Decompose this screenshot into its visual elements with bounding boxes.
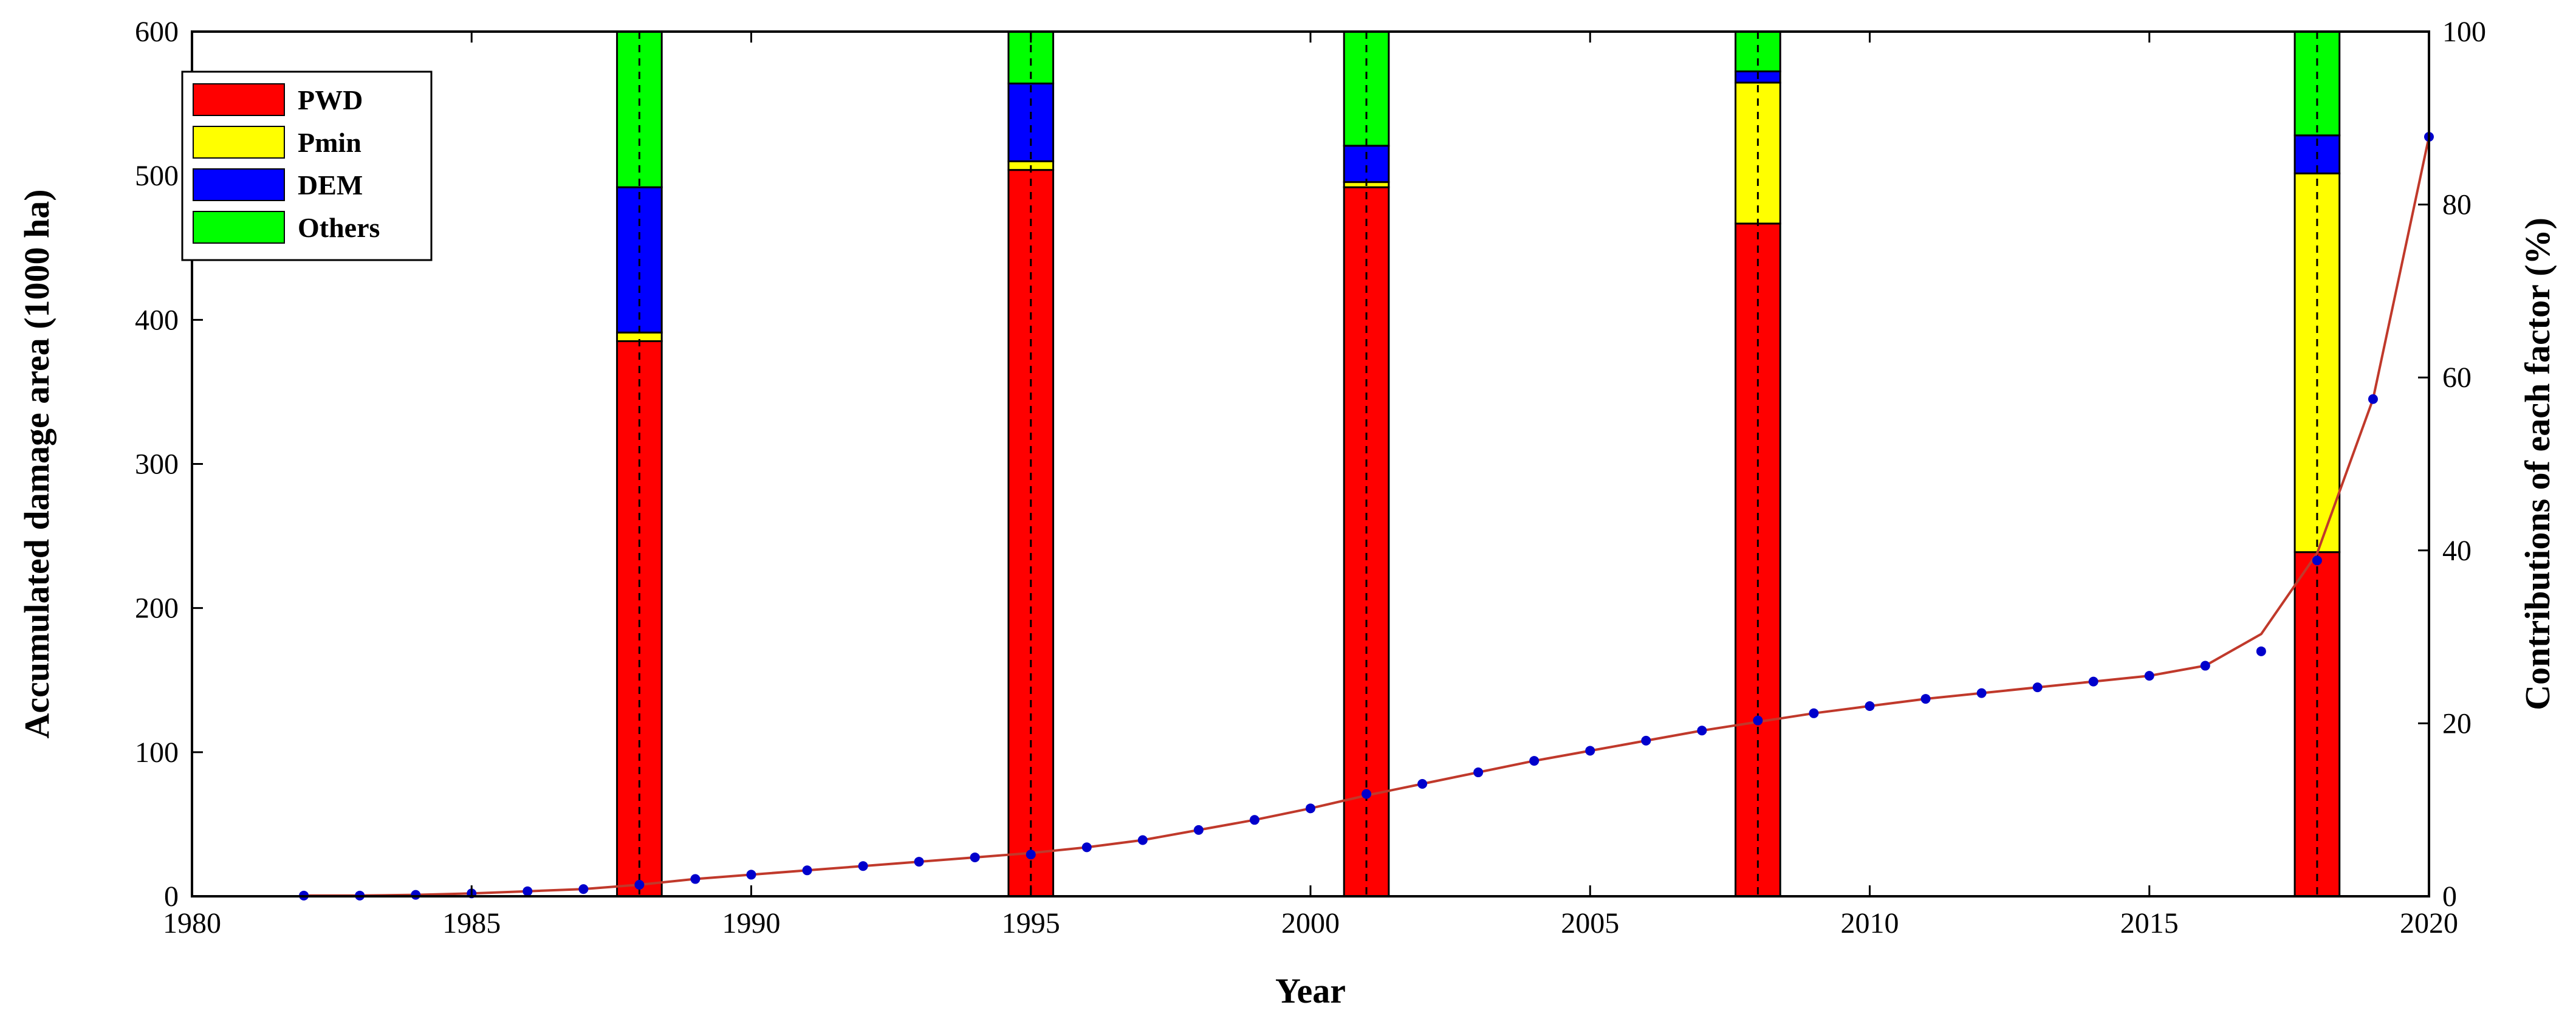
data-point-1996 xyxy=(1081,842,1092,853)
points-layer xyxy=(299,132,2434,901)
data-point-1986 xyxy=(522,886,533,896)
data-point-1998 xyxy=(1193,825,1204,835)
data-point-2002 xyxy=(1417,779,1428,789)
data-point-2001 xyxy=(1362,789,1372,799)
bar-dem-2001 xyxy=(1343,145,1390,184)
data-point-2018 xyxy=(2312,555,2322,566)
y-tick-label-600: 600 xyxy=(135,16,179,48)
y-axis-right: 0 20 40 60 80 100 xyxy=(2418,16,2486,913)
legend-swatch-pwd xyxy=(193,83,285,116)
bar-pmin-2018 xyxy=(2293,172,2341,554)
data-point-2010 xyxy=(1865,701,1875,711)
x-axis: 1980 1985 1990 1995 2000 2005 2010 2015 2020 xyxy=(163,32,2458,939)
x-axis-title: Year xyxy=(1275,971,1346,1011)
data-point-2017 xyxy=(2256,646,2266,656)
legend-swatch-dem xyxy=(193,168,285,201)
data-point-2011 xyxy=(1920,694,1931,704)
legend-swatch-others xyxy=(193,211,285,244)
plot-frame xyxy=(191,30,2430,898)
data-point-2016 xyxy=(2200,661,2210,671)
data-point-1994 xyxy=(970,852,980,862)
y2-tick-label-100: 100 xyxy=(2442,16,2486,48)
legend-label-pwd: PWD xyxy=(298,84,363,115)
bars-layer xyxy=(616,30,2341,898)
legend-swatch-pmin xyxy=(193,126,285,159)
y-axis-title: Accumulated damage area (1000 ha) xyxy=(17,189,57,738)
y-tick-label-400: 400 xyxy=(135,304,179,336)
y2-tick-label-40: 40 xyxy=(2442,535,2472,567)
legend-label-pmin: Pmin xyxy=(298,127,361,158)
data-point-1999 xyxy=(1249,815,1259,825)
x-tick-label-1985: 1985 xyxy=(442,907,501,939)
data-point-2008 xyxy=(1753,715,1763,726)
data-point-1990 xyxy=(746,870,756,880)
x-tick-label-1980: 1980 xyxy=(163,907,221,939)
data-point-2006 xyxy=(1641,735,1651,746)
bar-pwd-2018 xyxy=(2293,551,2341,898)
data-point-2003 xyxy=(1473,767,1484,778)
y-axis-left: 0 100 200 300 400 500 600 xyxy=(135,16,203,913)
y2-tick-label-20: 20 xyxy=(2442,707,2472,740)
data-point-2015 xyxy=(2144,671,2154,681)
data-point-1995 xyxy=(1026,850,1036,860)
data-point-1987 xyxy=(578,884,589,894)
y-tick-label-300: 300 xyxy=(135,448,179,481)
legend-label-dem: DEM xyxy=(298,170,363,201)
data-point-1992 xyxy=(858,861,868,871)
x-tick-label-2005: 2005 xyxy=(1561,907,1619,939)
data-point-1997 xyxy=(1137,835,1148,845)
data-point-2007 xyxy=(1697,726,1707,736)
data-point-2013 xyxy=(2032,682,2043,693)
data-point-2009 xyxy=(1809,708,1819,718)
y-tick-label-200: 200 xyxy=(135,592,179,625)
x-tick-label-1995: 1995 xyxy=(1002,907,1060,939)
x-tick-label-1990: 1990 xyxy=(722,907,781,939)
data-point-1989 xyxy=(690,874,701,884)
data-point-1988 xyxy=(634,880,645,890)
x-tick-label-2000: 2000 xyxy=(1281,907,1340,939)
y2-tick-label-80: 80 xyxy=(2442,189,2472,221)
y2-tick-label-0: 0 xyxy=(2442,880,2457,913)
bar-dem-1995 xyxy=(1007,82,1055,162)
data-point-1993 xyxy=(914,857,924,867)
y-tick-label-100: 100 xyxy=(135,736,179,769)
bar-others-1988 xyxy=(616,30,663,188)
legend-label-others: Others xyxy=(298,212,380,243)
vlines-layer xyxy=(638,32,2318,896)
y-tick-label-0: 0 xyxy=(164,880,179,913)
data-point-1991 xyxy=(802,865,812,876)
data-point-2005 xyxy=(1585,746,1595,756)
x-tick-label-2015: 2015 xyxy=(2120,907,2179,939)
y-tick-label-500: 500 xyxy=(135,160,179,192)
y2-tick-label-60: 60 xyxy=(2442,362,2472,394)
data-point-2019 xyxy=(2368,394,2378,404)
y2-axis-title: Contributions of each factor (%) xyxy=(2518,218,2557,710)
legend: PWD Pmin DEM Others xyxy=(181,70,433,261)
data-point-2004 xyxy=(1529,756,1540,766)
data-point-2012 xyxy=(1976,688,1987,698)
x-tick-label-2020: 2020 xyxy=(2400,907,2458,939)
data-point-2000 xyxy=(1306,803,1315,814)
data-point-2014 xyxy=(2088,676,2098,687)
x-tick-label-2010: 2010 xyxy=(1841,907,1899,939)
data-point-1984 xyxy=(411,890,421,900)
